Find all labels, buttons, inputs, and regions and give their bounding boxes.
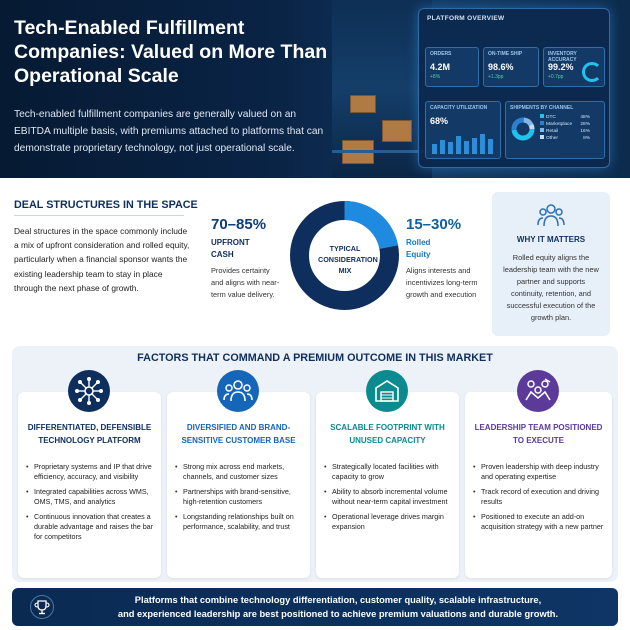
deal-heading: DEAL STRUCTURES IN THE SPACE — [14, 199, 198, 211]
gauge-icon — [582, 62, 602, 82]
inventory-value: 99.2% — [548, 62, 574, 72]
factor-card-customers: DIVERSIFIED AND BRAND-SENSITIVE CUSTOMER… — [167, 392, 310, 578]
bar-sparkline-icon — [432, 134, 493, 154]
orders-delta: +8% — [430, 74, 441, 80]
card-bullets: Proprietary systems and IP that drive ef… — [26, 462, 156, 547]
legend-row: DTC 48% — [540, 114, 590, 121]
capacity-value: 68% — [430, 116, 449, 126]
consideration-donut — [290, 201, 399, 310]
list-item: Operational leverage drives margin expan… — [324, 512, 454, 533]
upfront-percent: 70–85% — [211, 216, 267, 233]
bottom-banner: Platforms that combine technology differ… — [12, 588, 618, 626]
banner-text: Platforms that combine technology differ… — [117, 595, 559, 619]
shipments-label: SHIPMENTS BY CHANNEL — [510, 105, 574, 111]
trophy-icon — [30, 595, 54, 619]
dashboard-title: PLATFORM OVERVIEW — [427, 15, 505, 22]
legend-row: Marketplace 28% — [540, 121, 590, 128]
card-bullets: Proven leadership with deep industry and… — [473, 462, 607, 536]
card-bullets: Strategically located facilities with ca… — [324, 462, 454, 536]
list-item: Strong mix across end markets, channels,… — [175, 462, 305, 483]
channel-legend: DTC 48% Marketplace 28% Retail 16% Other 8% — [540, 114, 590, 142]
factors-heading: FACTORS THAT COMMAND A PREMIUM OUTCOME I… — [137, 352, 493, 364]
factor-card-technology: DIFFERENTIATED, DEFENSIBLE TECHNOLOGY PL… — [18, 392, 161, 578]
page-subtitle: Tech-enabled fulfillment companies are g… — [14, 109, 324, 154]
warehouse-icon — [366, 370, 408, 412]
orders-card: ORDERS 4.2M +8% — [425, 47, 479, 87]
box-graphic — [382, 120, 412, 142]
list-item: Continuous innovation that creates a dur… — [26, 512, 156, 543]
list-item: Ability to absorb incremental volume wit… — [324, 487, 454, 508]
capacity-card: CAPACITY UTILIZATION 68% — [425, 101, 501, 159]
inventory-delta: +0.7pp — [548, 74, 564, 80]
shipments-card: SHIPMENTS BY CHANNEL DTC 48% Marketplace 2… — [505, 101, 605, 159]
upfront-text: Provides certainty and aligns with near-… — [211, 266, 280, 299]
channel-donut-icon — [511, 117, 535, 141]
on-time-label: ON-TIME SHIP — [488, 51, 523, 57]
orders-value: 4.2M — [430, 62, 451, 72]
divider — [14, 215, 184, 216]
team-icon — [517, 370, 559, 412]
platform-dashboard: PLATFORM OVERVIEW ORDERS 4.2M +8% ON-TIM… — [418, 8, 610, 168]
card-title: DIFFERENTIATED, DEFENSIBLE TECHNOLOGY PL… — [27, 423, 152, 445]
list-item: Longstanding relationships built on perf… — [175, 512, 305, 533]
page-title: Tech-Enabled Fulfillment Companies: Valu… — [14, 17, 328, 87]
list-item: Proven leadership with deep industry and… — [473, 462, 607, 483]
list-item: Partnerships with brand-sensitive, high-… — [175, 487, 305, 508]
deal-body: Deal structures in the space commonly in… — [14, 226, 190, 293]
orders-label: ORDERS — [430, 51, 452, 57]
capacity-label: CAPACITY UTILIZATION — [430, 105, 488, 111]
on-time-delta: +1.3pp — [488, 74, 504, 80]
donut-center-label: TYPICAL CONSIDERATION MIX — [318, 244, 378, 275]
rolled-percent: 15–30% — [406, 216, 462, 233]
inventory-label: INVENTORY ACCURACY — [548, 51, 577, 63]
why-heading: WHY IT MATTERS — [516, 235, 586, 244]
warehouse-image — [332, 0, 432, 178]
legend-row: Other 8% — [540, 135, 590, 142]
on-time-card: ON-TIME SHIP 98.6% +1.3pp — [483, 47, 539, 87]
inventory-card: INVENTORY ACCURACY 99.2% +0.7pp — [543, 47, 605, 87]
why-text: Rolled equity aligns the leadership team… — [503, 253, 599, 322]
card-bullets: Strong mix across end markets, channels,… — [175, 462, 305, 536]
list-item: Proprietary systems and IP that drive ef… — [26, 462, 156, 483]
list-item: Positioned to execute an add-on acquisit… — [473, 512, 607, 533]
factor-card-leadership: LEADERSHIP TEAM POSITIONED TO EXECUTE Pr… — [465, 392, 612, 578]
legend-row: Retail 16% — [540, 128, 590, 135]
group-icon — [537, 204, 565, 227]
card-title: LEADERSHIP TEAM POSITIONED TO EXECUTE — [474, 423, 603, 445]
rolled-text: Aligns interests and incentivizes long-t… — [406, 266, 478, 299]
why-it-matters-card: WHY IT MATTERS Rolled equity aligns the … — [492, 192, 610, 336]
box-graphic — [350, 95, 376, 113]
conveyor-graphic — [332, 150, 432, 153]
rolled-label: Rolled Equity — [406, 238, 431, 259]
on-time-value: 98.6% — [488, 62, 514, 72]
network-icon — [68, 370, 110, 412]
list-item: Strategically located facilities with ca… — [324, 462, 454, 483]
factor-card-footprint: SCALABLE FOOTPRINT WITH UNUSED CAPACITY … — [316, 392, 459, 578]
upfront-label: UPFRONT CASH — [211, 238, 250, 259]
people-icon — [217, 370, 259, 412]
card-title: SCALABLE FOOTPRINT WITH UNUSED CAPACITY — [330, 423, 445, 445]
rolled-segment — [290, 201, 399, 310]
card-title: DIVERSIFIED AND BRAND-SENSITIVE CUSTOMER… — [181, 423, 296, 445]
hero-banner: Tech-Enabled Fulfillment Companies: Valu… — [0, 0, 630, 178]
list-item: Integrated capabilities across WMS, OMS,… — [26, 487, 156, 508]
list-item: Track record of execution and driving re… — [473, 487, 607, 508]
